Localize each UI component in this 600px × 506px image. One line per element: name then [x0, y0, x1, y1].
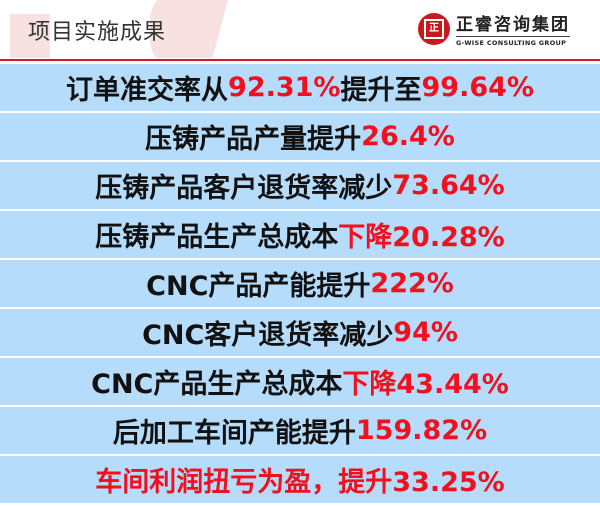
result-label: 压铸产品生产总成本 [95, 222, 339, 253]
result-value: 下降43.44% [342, 369, 509, 400]
logo-seal-icon: 正 [418, 12, 450, 45]
result-label: 压铸产品客户退货率减少 [95, 173, 393, 204]
result-row: CNC产品产能提升 222% [0, 260, 600, 307]
results-list: 订单准交率从 92.31% 提升至 99.64% 压铸产品产量提升 26.4% 压铸产品客户… [0, 64, 600, 505]
result-label: 订单准交率从 [66, 75, 229, 106]
result-row: 订单准交率从 92.31% 提升至 99.64% [0, 64, 600, 111]
result-label: 后加工车间产能提升 [112, 418, 356, 449]
result-label: 压铸产品产量提升 [145, 124, 362, 155]
result-label: CNC产品产能提升 [146, 271, 371, 302]
result-value: 99.64% [421, 72, 534, 103]
result-value: 车间利润扭亏为盈，提升33.25% [95, 467, 505, 498]
result-row: 压铸产品客户退货率减少 73.64% [0, 162, 600, 209]
result-label: CNC客户退货率减少 [142, 320, 394, 351]
header-divider [0, 59, 600, 61]
decorative-shape [10, 14, 50, 58]
result-value: 73.64% [392, 170, 505, 201]
result-value: 下降20.28% [338, 222, 505, 253]
result-row: CNC产品生产总成本 下降43.44% [0, 358, 600, 405]
logo-en-name: G-WISE CONSULTING GROUP [456, 39, 567, 47]
result-label: CNC产品生产总成本 [91, 369, 343, 400]
result-value: 222% [370, 268, 454, 299]
company-logo: 正 正睿咨询集团 G-WISE CONSULTING GROUP [418, 10, 570, 47]
result-value: 92.31% [228, 72, 341, 103]
result-row: 车间利润扭亏为盈，提升33.25% [0, 456, 600, 503]
result-row: 压铸产品生产总成本 下降20.28% [0, 211, 600, 258]
result-label: 提升至 [340, 75, 422, 106]
result-row: CNC客户退货率减少 94% [0, 309, 600, 356]
logo-cn-name: 正睿咨询集团 [456, 10, 570, 37]
result-value: 159.82% [355, 415, 488, 446]
result-value: 94% [393, 317, 458, 348]
result-row: 后加工车间产能提升 159.82% [0, 407, 600, 454]
result-value: 26.4% [361, 121, 455, 152]
page-title: 项目实施成果 [28, 20, 167, 45]
header: 项目实施成果 正 正睿咨询集团 G-WISE CONSULTING GROUP [0, 0, 600, 58]
result-row: 压铸产品产量提升 26.4% [0, 113, 600, 160]
